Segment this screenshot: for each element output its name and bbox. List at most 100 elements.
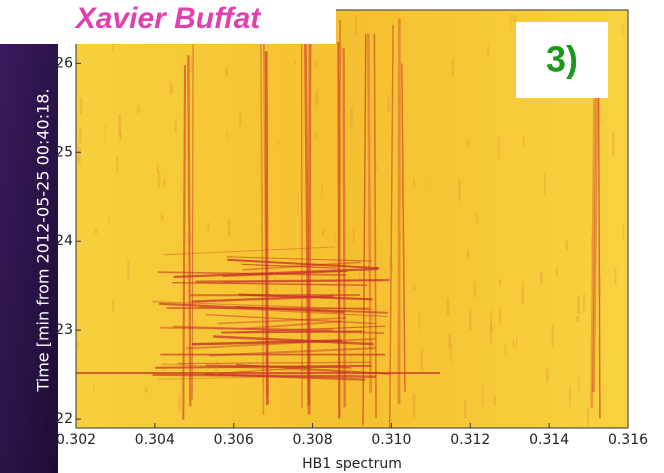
texture-noise [565,240,569,251]
texture-streak [177,361,372,365]
texture-noise [354,15,357,36]
texture-streak [342,48,346,408]
texture-streak [204,373,366,381]
texture-noise [390,263,394,271]
texture-noise [239,111,242,127]
texture-noise [458,177,461,202]
texture-noise [315,132,318,141]
texture-streak [198,306,388,318]
texture-noise [389,257,391,267]
texture-noise [446,297,450,316]
texture-noise [466,139,470,147]
texture-streak [401,63,406,392]
plot-frame [75,9,629,429]
texture-noise [207,222,210,231]
texture-streak [388,24,394,428]
texture-streak [213,335,374,346]
texture-noise [591,236,593,253]
texture-noise [350,107,353,127]
texture-noise [297,192,299,213]
texture-noise [162,177,166,188]
texture-noise [473,281,476,298]
x-tick-label: 0.302 [56,432,96,448]
texture-noise [352,226,355,243]
texture-noise [466,250,470,258]
texture-noise [481,382,484,406]
y-axis-label: Time [min from 2012-05-25 00:40:18. [34,88,53,392]
texture-noise [498,278,502,287]
x-tick-label: 0.314 [529,432,569,448]
texture-noise [79,128,82,144]
y-tick-label: 25 [55,144,73,160]
texture-streak [186,338,376,350]
texture-noise [321,182,323,198]
texture-streak [161,363,349,374]
texture-noise [420,349,424,370]
y-tick-label: 24 [55,233,73,249]
texture-noise [321,229,325,236]
texture-noise [598,275,602,297]
x-tick-label: 0.304 [135,432,175,448]
texture-noise [413,285,416,291]
texture-noise [498,307,502,325]
texture-noise [94,229,98,234]
texture-noise [614,268,617,285]
texture-noise [190,57,193,74]
texture-noise [578,375,580,395]
texture-noise [544,172,546,196]
texture-streak [237,325,386,333]
texture-noise [540,272,543,286]
texture-streak [238,293,373,301]
texture-streak [221,330,363,334]
texture-noise [111,299,115,312]
texture-noise [469,308,472,330]
texture-noise [413,178,416,188]
texture-noise [314,94,316,111]
texture-streak [259,30,265,415]
texture-noise [513,14,517,23]
texture-noise [522,136,525,147]
texture-streak [244,320,342,330]
texture-streak [172,281,368,286]
texture-noise [215,360,218,379]
texture-noise [185,264,188,270]
y-tick-label: 22 [55,411,73,427]
texture-noise [144,387,148,393]
texture-noise [226,130,228,139]
texture-noise [337,159,339,177]
y-tick-label: 26 [55,55,73,71]
texture-noise [387,96,390,113]
texture-noise [79,97,83,115]
texture-noise [174,120,178,133]
texture-noise [497,136,500,159]
x-tick-label: 0.310 [371,432,411,448]
texture-streak [152,300,372,311]
texture-noise [225,66,228,77]
texture-noise [418,310,420,332]
texture-noise [622,225,624,239]
texture-streak [160,326,333,331]
texture-noise [137,105,140,114]
texture-noise [227,218,231,237]
annotation: 3) [546,39,578,80]
texture-streak [590,63,597,409]
texture-noise [451,57,454,77]
x-tick-label: 0.308 [293,432,333,448]
texture-noise [389,262,392,269]
texture-noise [274,270,276,280]
side-band [0,40,58,473]
texture-noise [104,124,106,145]
texture-noise [576,315,580,322]
texture-noise [156,163,159,173]
texture-noise [178,395,181,411]
texture-noise [463,400,467,419]
texture-noise [112,41,115,53]
texture-streak [157,374,355,380]
texture-noise [510,13,512,31]
texture-noise [490,310,493,332]
texture-streak [226,256,373,262]
texture-noise [349,354,353,376]
texture-noise [127,260,130,281]
texture-noise [612,132,615,156]
